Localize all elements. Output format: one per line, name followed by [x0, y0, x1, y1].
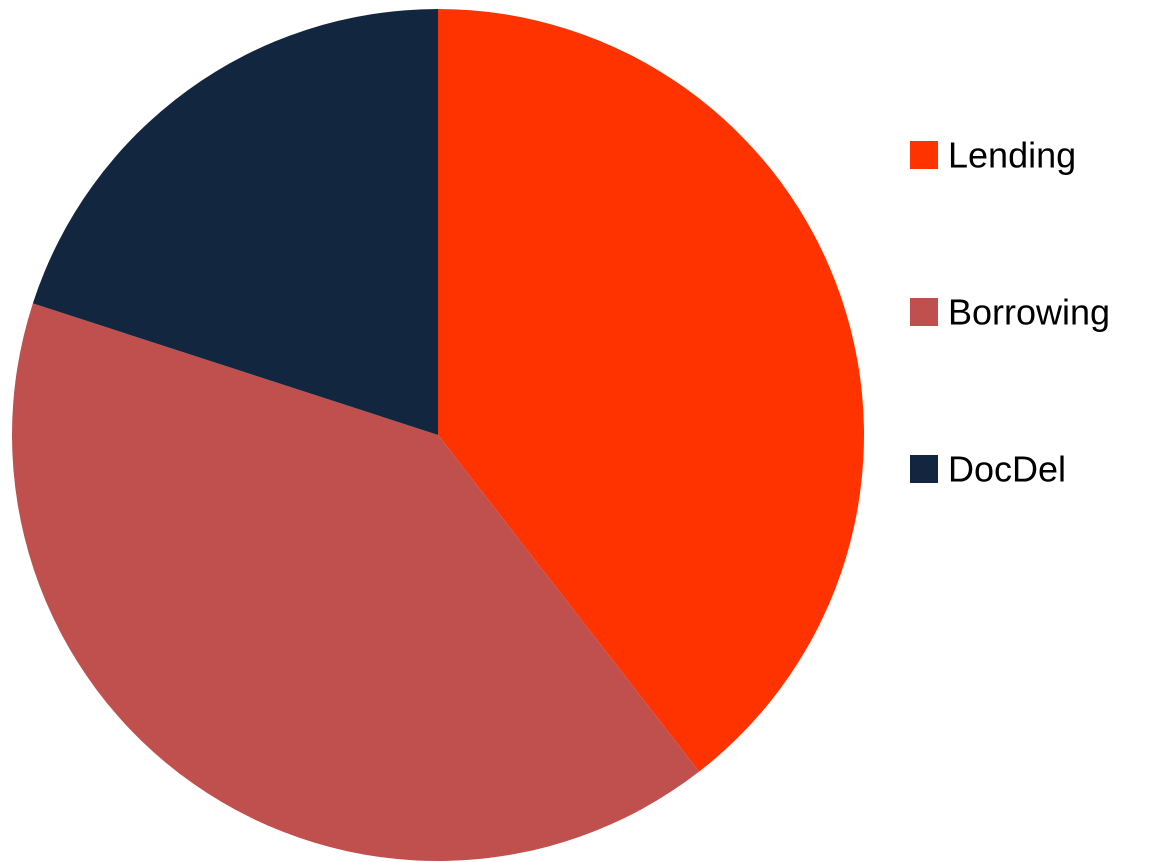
legend-label: Borrowing: [948, 292, 1110, 333]
legend-label: DocDel: [948, 449, 1066, 490]
legend-item-lending: Lending: [910, 135, 1076, 176]
legend-swatch: [910, 455, 938, 483]
pie-slice-borrowing: [11, 303, 700, 862]
legend-swatch: [910, 141, 938, 169]
pie-slices: [11, 8, 865, 862]
legend-label: Lending: [948, 135, 1076, 176]
pie-slice-docdel: [32, 9, 438, 435]
legend-swatch: [910, 298, 938, 326]
legend-item-borrowing: Borrowing: [910, 292, 1110, 333]
legend-item-docdel: DocDel: [910, 449, 1066, 490]
legend: Lending Borrowing DocDel: [910, 135, 1110, 490]
pie-slice-lending: [438, 8, 865, 772]
